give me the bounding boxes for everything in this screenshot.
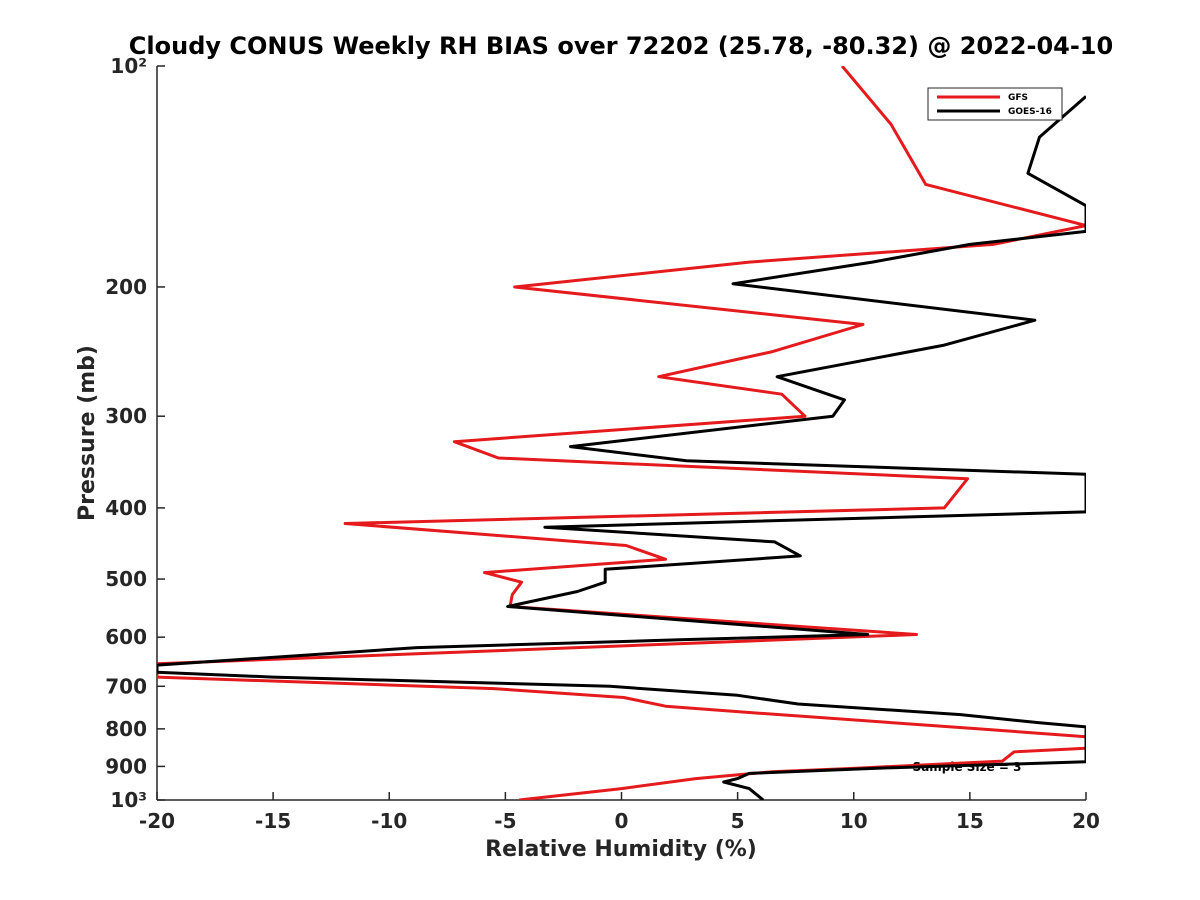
x-tick-label: 0 (615, 809, 629, 833)
y-tick-label: 10³ (110, 788, 147, 812)
x-tick-label: 10 (840, 809, 868, 833)
x-axis: -20 -15 -10 -5 0 5 10 15 20 (139, 792, 1100, 833)
x-tick-label: 5 (731, 809, 745, 833)
y-axis-label: Pressure (mb) (75, 345, 100, 521)
legend-label: GFS (1008, 93, 1028, 103)
y-tick-label: 500 (105, 567, 147, 591)
y-tick-label: 800 (105, 717, 147, 741)
legend-label: GOES-16 (1008, 107, 1052, 117)
legend: GFS GOES-16 (927, 87, 1063, 121)
x-tick-label: -20 (139, 809, 175, 833)
plot-area (156, 66, 1086, 801)
y-tick-label: 900 (105, 754, 147, 778)
y-tick-label: 600 (105, 625, 147, 649)
x-tick-label: 15 (956, 809, 984, 833)
chart-title: Cloudy CONUS Weekly RH BIAS over 72202 (… (129, 32, 1113, 60)
x-tick-label: -5 (494, 809, 516, 833)
y-axis: 10² 200 300 400 500 600 700 800 900 10³ (105, 54, 165, 812)
y-tick-label: 400 (105, 496, 147, 520)
x-axis-label: Relative Humidity (%) (485, 837, 757, 862)
x-tick-label: -10 (371, 809, 407, 833)
y-tick-label: 10² (110, 54, 147, 78)
y-tick-label: 200 (105, 275, 147, 299)
y-tick-label: 700 (105, 674, 147, 698)
series-line-goes-16 (157, 95, 1086, 800)
series-line-gfs (157, 66, 1086, 800)
x-tick-label: -15 (255, 809, 291, 833)
series-layer (157, 66, 1086, 800)
legend-box (927, 87, 1063, 121)
y-tick-label: 300 (105, 404, 147, 428)
x-tick-label: 20 (1072, 809, 1100, 833)
